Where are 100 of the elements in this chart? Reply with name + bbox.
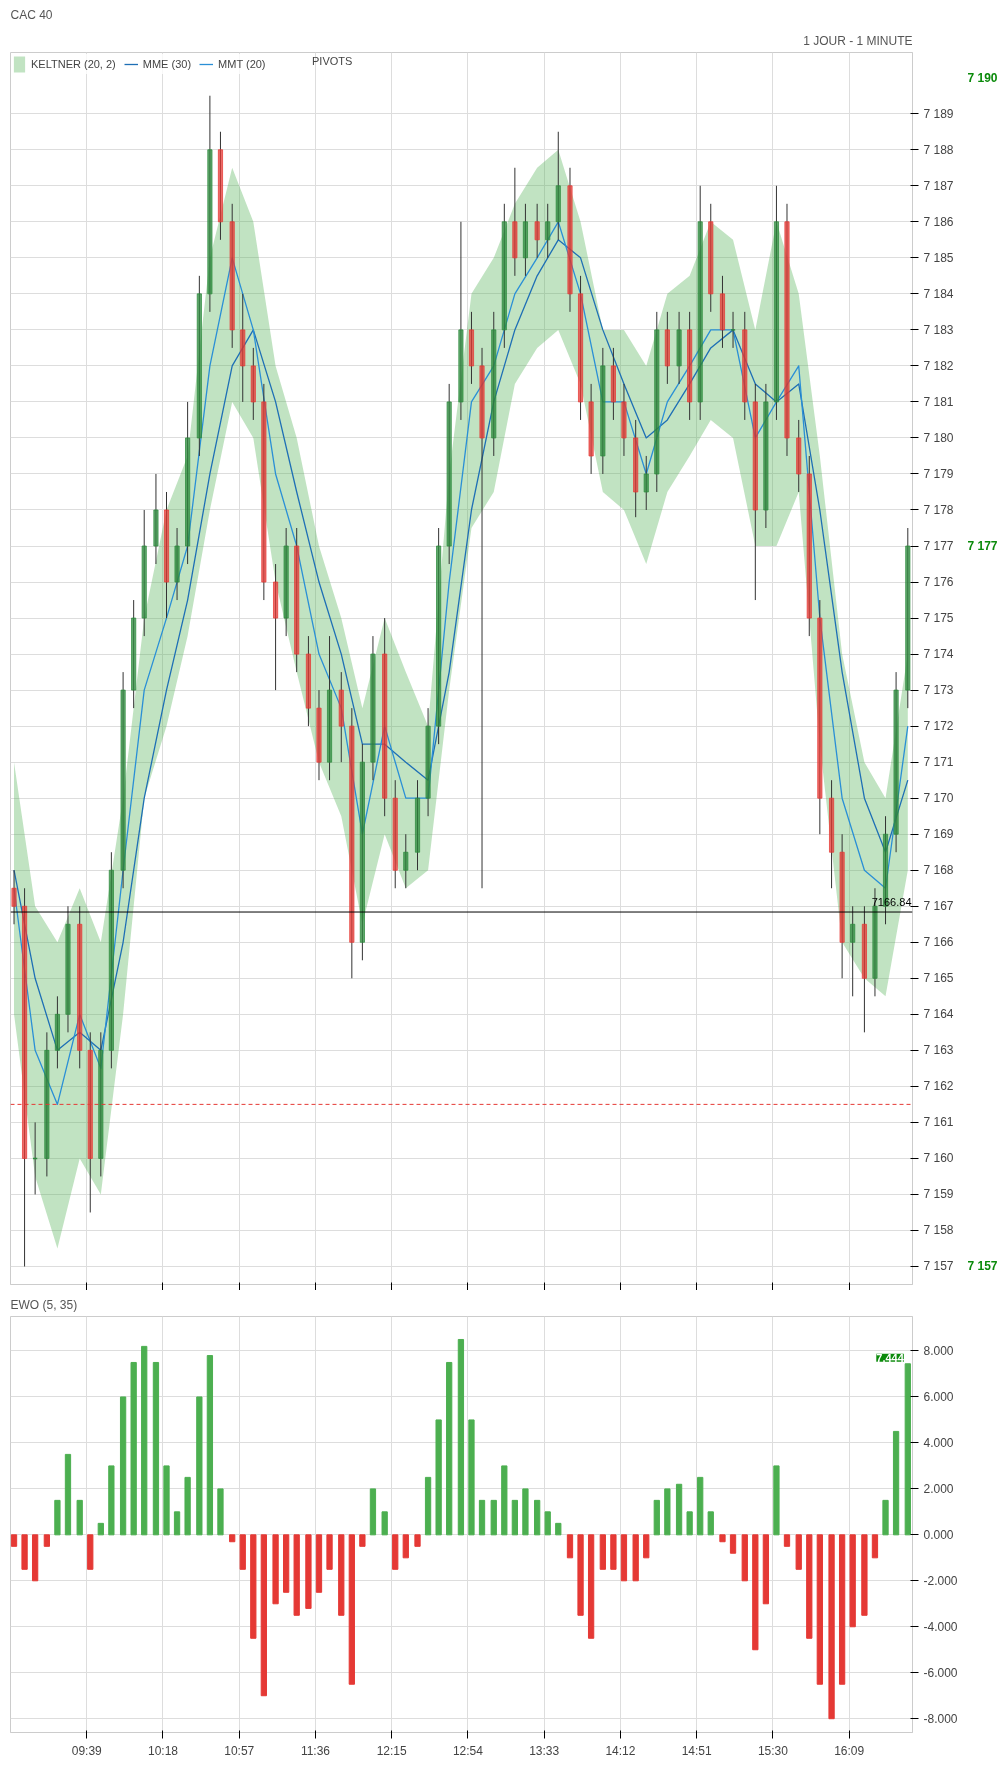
annotation: 7.444 (876, 1351, 905, 1364)
y-tick-label: 7 169 (923, 827, 954, 842)
bar (152, 1361, 160, 1536)
bar (555, 1522, 562, 1536)
y-tick-label: 7 170 (923, 791, 954, 806)
candlestick (730, 311, 736, 349)
y-tick-label: 6.000 (923, 1390, 954, 1405)
bar (359, 1534, 366, 1547)
candlestick (643, 455, 649, 511)
legend-label: MME (30) (142, 58, 192, 70)
bar (64, 1453, 72, 1536)
bar (163, 1465, 170, 1536)
bar (861, 1534, 868, 1616)
bar (534, 1499, 541, 1536)
bar (806, 1534, 813, 1639)
bar (511, 1499, 519, 1536)
y-tick-label: 7 181 (923, 394, 954, 409)
bar (795, 1534, 802, 1570)
bar (752, 1534, 759, 1651)
bar (130, 1361, 137, 1536)
bar (697, 1476, 704, 1536)
bar (719, 1534, 726, 1543)
bar (816, 1534, 823, 1685)
y-tick-label: 7 189 (923, 106, 954, 121)
bar (206, 1355, 214, 1536)
y-tick-label: 7 164 (923, 1007, 954, 1022)
candlestick (403, 833, 409, 889)
bar (250, 1534, 257, 1639)
bar (305, 1534, 312, 1609)
y-tick-label: 7 173 (923, 683, 954, 698)
y-tick-label: 7 163 (923, 1043, 954, 1058)
x-tick-label: 10:57 (224, 1743, 255, 1758)
y-tick-label: 7 176 (923, 575, 954, 590)
bar (783, 1534, 791, 1547)
bar (184, 1476, 191, 1536)
bar (381, 1511, 388, 1536)
y-tick-label: -8.000 (923, 1712, 958, 1727)
y2-tick-label: 7 190 (967, 70, 998, 85)
y-tick-label: 2.000 (923, 1482, 954, 1497)
y2-tick-label: 7 157 (967, 1259, 998, 1274)
bar (729, 1534, 737, 1554)
bar (21, 1534, 28, 1570)
y-tick-label: 7 158 (923, 1223, 954, 1238)
bar (653, 1499, 660, 1536)
y-tick-label: 7 184 (923, 286, 954, 301)
candlestick (850, 905, 856, 997)
bar (643, 1534, 650, 1559)
bar (272, 1534, 279, 1605)
bar (587, 1534, 595, 1639)
y-tick-label: 7 166 (923, 935, 954, 950)
bar (686, 1511, 693, 1536)
y-tick-label: 7 165 (923, 971, 954, 986)
x-tick-label: 14:12 (605, 1743, 636, 1758)
annotation: PIVOTS (312, 54, 353, 67)
bar (741, 1534, 748, 1582)
y-tick-label: 7 168 (923, 863, 954, 878)
bar (315, 1534, 323, 1593)
y-tick-label: 7 178 (923, 503, 954, 517)
bar (87, 1534, 94, 1570)
bar (892, 1430, 900, 1536)
bar (424, 1476, 432, 1536)
x-tick-label: 16:09 (834, 1743, 865, 1758)
bar (457, 1338, 465, 1536)
bar (675, 1483, 683, 1536)
y-tick-label: 7 182 (923, 358, 954, 373)
bar (76, 1499, 83, 1536)
candlestick (545, 203, 551, 259)
y-tick-label: 7 162 (923, 1079, 954, 1094)
y-tick-label: 7 179 (923, 466, 954, 481)
bar (544, 1511, 551, 1536)
bar (283, 1534, 290, 1593)
bar (871, 1534, 879, 1559)
y-tick-label: 8.000 (923, 1344, 954, 1359)
candlestick (11, 869, 17, 925)
chart-subtitle: 1 JOUR - 1 MINUTE (803, 33, 913, 48)
chart-title: EWO (5, 35) (10, 1297, 78, 1312)
bar (43, 1534, 50, 1547)
chart-title: CAC 40 (10, 7, 53, 22)
bar (414, 1534, 421, 1547)
bar (599, 1534, 606, 1570)
legend-label: MMT (20) (218, 58, 266, 70)
y-tick-label: 7 186 (923, 214, 954, 229)
bar (260, 1534, 267, 1697)
legend-label: KELTNER (20, 2) (31, 58, 116, 70)
y-tick-label: 7 175 (923, 611, 954, 626)
bar (141, 1345, 148, 1536)
bar (392, 1534, 399, 1570)
y-tick-label: 7 161 (923, 1115, 954, 1130)
y-tick-label: 0.000 (923, 1528, 954, 1543)
x-tick-label: 12:15 (376, 1743, 408, 1758)
y-tick-label: 7 180 (923, 430, 954, 445)
bar (54, 1499, 61, 1536)
y-tick-label: 7 167 (923, 899, 954, 914)
y-tick-label: 7 187 (923, 178, 954, 193)
bar (217, 1488, 224, 1536)
y-tick-label: 7 188 (923, 142, 954, 157)
bar (577, 1534, 584, 1616)
bar (369, 1488, 377, 1536)
x-tick-label: 14:51 (681, 1743, 713, 1758)
bar (849, 1534, 856, 1628)
